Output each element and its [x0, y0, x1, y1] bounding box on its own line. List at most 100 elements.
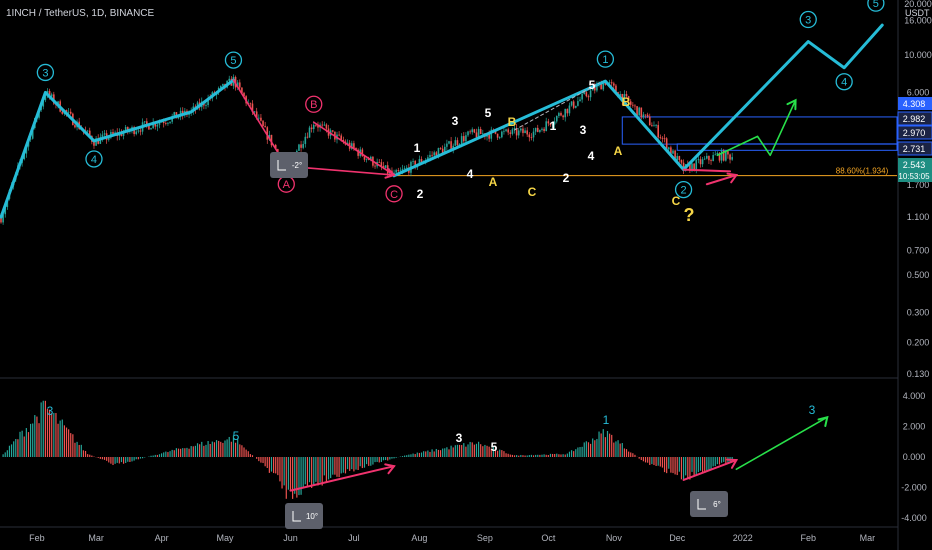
wave-label-white: 5 [589, 78, 596, 92]
candle-body [634, 105, 636, 107]
candle-body [589, 90, 592, 98]
candle-body [380, 162, 383, 167]
price-tick-label: 0.200 [907, 337, 930, 347]
candle-body [42, 100, 45, 107]
candle-body [321, 124, 324, 126]
wave-label-circled: B [310, 99, 317, 111]
candle-body [420, 159, 423, 163]
candle-body [48, 90, 51, 97]
candle-body [378, 161, 381, 163]
candle-body [167, 122, 169, 124]
candle-body [452, 145, 455, 150]
candle-body [177, 116, 180, 119]
candle-body [566, 108, 569, 114]
candle-body [165, 123, 167, 124]
candle-body [315, 124, 317, 126]
candle-body [450, 141, 452, 150]
candle-body [712, 155, 714, 161]
angle-badge-box [285, 503, 323, 529]
candle-body [205, 105, 207, 106]
price-tag [898, 97, 932, 110]
candle-body [655, 125, 657, 126]
candle-body [471, 129, 474, 133]
candle-body [323, 124, 326, 126]
candle-body [222, 83, 224, 86]
candle-body [720, 150, 723, 161]
wave-label-circled-ring [224, 51, 243, 69]
osc-wave-label: 1 [603, 413, 610, 427]
grid [0, 0, 899, 550]
candle-body [236, 82, 239, 88]
candle-body [302, 143, 304, 148]
candle-body [651, 125, 653, 127]
candle-body [401, 169, 404, 171]
candle-body [439, 148, 442, 149]
wave-label-circled-ring [867, 0, 885, 12]
candle-body [676, 156, 679, 161]
candle-body [340, 135, 343, 140]
candle-body [482, 133, 484, 135]
candle-body [255, 111, 258, 118]
annotations: 88.60%(1.934)345BAC123451234512345BACBAC… [0, 0, 889, 529]
candle-body [581, 93, 583, 100]
candle-body [95, 138, 97, 146]
candle-body [678, 156, 681, 161]
candle-body [725, 151, 727, 161]
price-tag-label: 2.970 [903, 128, 926, 138]
candle-body [304, 136, 307, 144]
candle-body [522, 128, 524, 134]
candle-body [646, 114, 649, 117]
candle-body [253, 111, 256, 113]
candle-body [657, 125, 660, 138]
price-tag [897, 125, 932, 140]
candle-body [693, 163, 695, 170]
candle-body [469, 131, 471, 133]
angle-icon [697, 499, 706, 510]
candle-body [490, 129, 493, 139]
wave-label-circled-ring [385, 185, 403, 203]
osc-tick-label: 2.000 [903, 421, 926, 431]
candle-body [135, 131, 138, 135]
wave-label-circled: 3 [42, 67, 48, 79]
candle-body [511, 129, 514, 134]
candle-body [446, 143, 448, 147]
candle-body [714, 154, 717, 156]
price-tick-label: 0.700 [907, 245, 930, 255]
candle-body [555, 116, 558, 122]
candle-body [515, 128, 518, 136]
price-tag [897, 141, 932, 156]
wave-label-gold: C [528, 185, 537, 199]
osc-tick-label: -4.000 [901, 513, 927, 523]
candle-body [382, 166, 385, 168]
wave-label-circled-ring [799, 10, 817, 29]
candle-body [568, 105, 571, 114]
candle-body [403, 168, 406, 170]
osc-wave-label: 3 [47, 404, 54, 418]
candle-body [93, 141, 95, 146]
candle-body [306, 136, 309, 138]
candle-body [443, 146, 446, 153]
candle-body [672, 150, 674, 154]
candle-body [370, 156, 372, 160]
candle-body [574, 105, 577, 108]
candle-body [154, 122, 157, 127]
candle-body [716, 152, 719, 155]
wave-label-white: 4 [588, 149, 595, 163]
candle-body [365, 158, 368, 160]
candle-body [513, 128, 516, 130]
wave-label-gold: ? [684, 205, 695, 225]
projection-line [735, 416, 829, 471]
time-tick-label: Feb [29, 533, 45, 543]
candle-body [558, 113, 560, 117]
candle-body [31, 127, 34, 139]
candle-body [553, 121, 556, 125]
osc-tick-label: 0.000 [903, 452, 926, 462]
candle-body [317, 125, 319, 128]
candle-body [86, 130, 89, 132]
candle-body [625, 94, 628, 97]
candle-body [543, 128, 545, 132]
time-tick-label: Sep [477, 533, 493, 543]
candle-body [520, 128, 522, 131]
candle-body [266, 127, 269, 140]
